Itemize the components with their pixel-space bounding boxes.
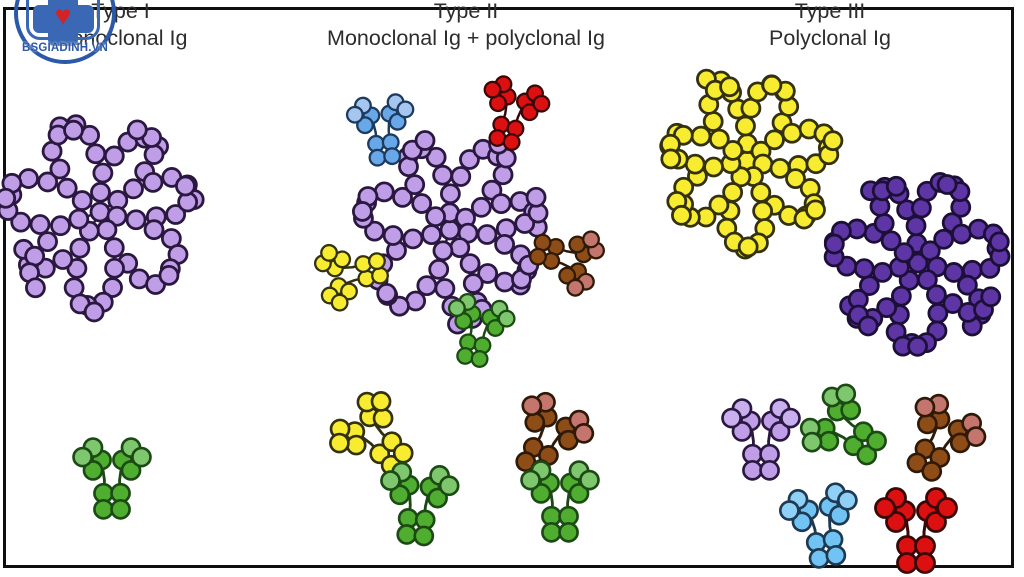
free-ig-red: [874, 487, 958, 574]
type3-subtitle: Polyclonal Ig: [769, 26, 891, 50]
type2-ig-blue: [345, 93, 415, 167]
diagram-frame: [3, 7, 1014, 568]
logo-text: BSGIADINH.VN: [21, 42, 109, 54]
free-ig-green-1: [72, 437, 152, 520]
type2-ig-red: [483, 75, 551, 151]
type3-title: Type III: [794, 0, 866, 23]
free-ig-skyblue: [779, 482, 858, 569]
free-ig-yellow: [329, 391, 414, 476]
column-heading-type2: Type II Monoclonal Ig + polyclonal Ig: [316, 0, 616, 52]
type3-aggregate-yellow: [659, 68, 844, 260]
free-ig-green-3: [520, 460, 600, 543]
medical-cross-icon: [14, 0, 116, 64]
type2-title: Type II: [433, 0, 499, 23]
type2-ig-brown: [529, 230, 605, 297]
bsgiadinh-watermark-logo: ♥ BSGIADINH.VN: [14, 0, 116, 64]
free-ig-green-4: [799, 383, 887, 466]
free-ig-green-2: [380, 461, 460, 547]
type2-ig-yellow: [313, 243, 389, 312]
type1-monoclonal-aggregate: [0, 114, 205, 323]
column-heading-type3: Type III Polyclonal Ig: [730, 0, 930, 52]
free-ig-lavender: [721, 398, 801, 481]
type2-subtitle: Monoclonal Ig + polyclonal Ig: [327, 26, 605, 50]
free-ig-brown-2: [906, 393, 987, 482]
cross-horizontal-bar: [33, 5, 94, 33]
heart-icon: ♥: [54, 0, 72, 31]
type3-aggregate-darkpurple: [823, 172, 1011, 357]
type2-ig-green: [447, 292, 516, 368]
